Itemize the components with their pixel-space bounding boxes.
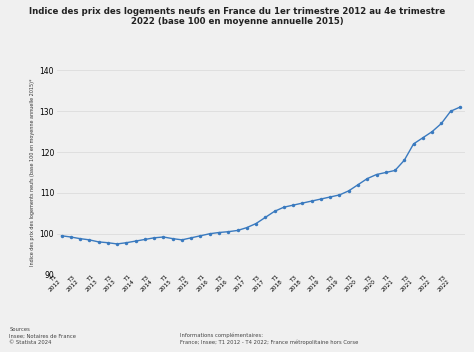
Text: Indice des prix des logements neufs en France du 1er trimestre 2012 au 4e trimes: Indice des prix des logements neufs en F… [29,7,445,26]
Text: Informations complémentaires:
France; Insee; T1 2012 - T4 2022; France métropoli: Informations complémentaires: France; In… [180,332,358,345]
Text: Sources
Insee; Notaires de France
© Statista 2024: Sources Insee; Notaires de France © Stat… [9,327,76,345]
Y-axis label: Indice des prix des logements neufs (base 100 en moyenne annuelle 2015)*: Indice des prix des logements neufs (bas… [30,79,36,266]
